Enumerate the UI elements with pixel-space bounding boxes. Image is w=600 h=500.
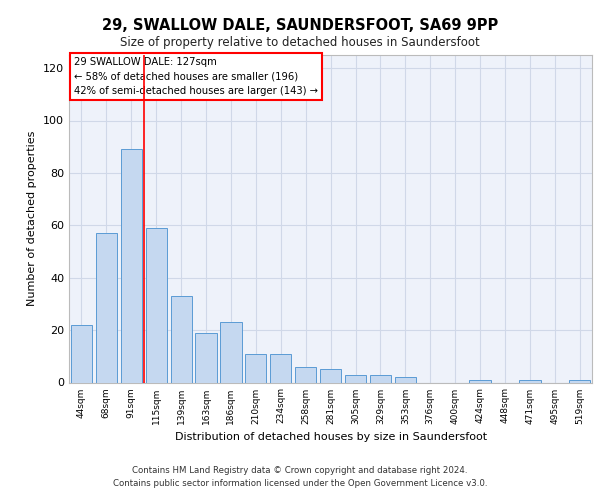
Bar xyxy=(520,380,541,382)
Text: Contains HM Land Registry data © Crown copyright and database right 2024.
Contai: Contains HM Land Registry data © Crown c… xyxy=(113,466,487,487)
Bar xyxy=(370,374,391,382)
Bar xyxy=(295,367,316,382)
Text: 29 SWALLOW DALE: 127sqm
← 58% of detached houses are smaller (196)
42% of semi-d: 29 SWALLOW DALE: 127sqm ← 58% of detache… xyxy=(74,56,318,96)
Y-axis label: Number of detached properties: Number of detached properties xyxy=(28,131,37,306)
Bar xyxy=(345,374,366,382)
Bar xyxy=(220,322,242,382)
Bar xyxy=(71,325,92,382)
X-axis label: Distribution of detached houses by size in Saundersfoot: Distribution of detached houses by size … xyxy=(175,432,487,442)
Bar xyxy=(320,370,341,382)
Bar xyxy=(569,380,590,382)
Bar xyxy=(196,332,217,382)
Bar xyxy=(146,228,167,382)
Bar xyxy=(469,380,491,382)
Bar xyxy=(245,354,266,382)
Text: 29, SWALLOW DALE, SAUNDERSFOOT, SA69 9PP: 29, SWALLOW DALE, SAUNDERSFOOT, SA69 9PP xyxy=(102,18,498,32)
Bar xyxy=(121,150,142,382)
Bar xyxy=(395,378,416,382)
Bar xyxy=(270,354,292,382)
Text: Size of property relative to detached houses in Saundersfoot: Size of property relative to detached ho… xyxy=(120,36,480,49)
Bar xyxy=(96,233,117,382)
Bar xyxy=(170,296,192,382)
